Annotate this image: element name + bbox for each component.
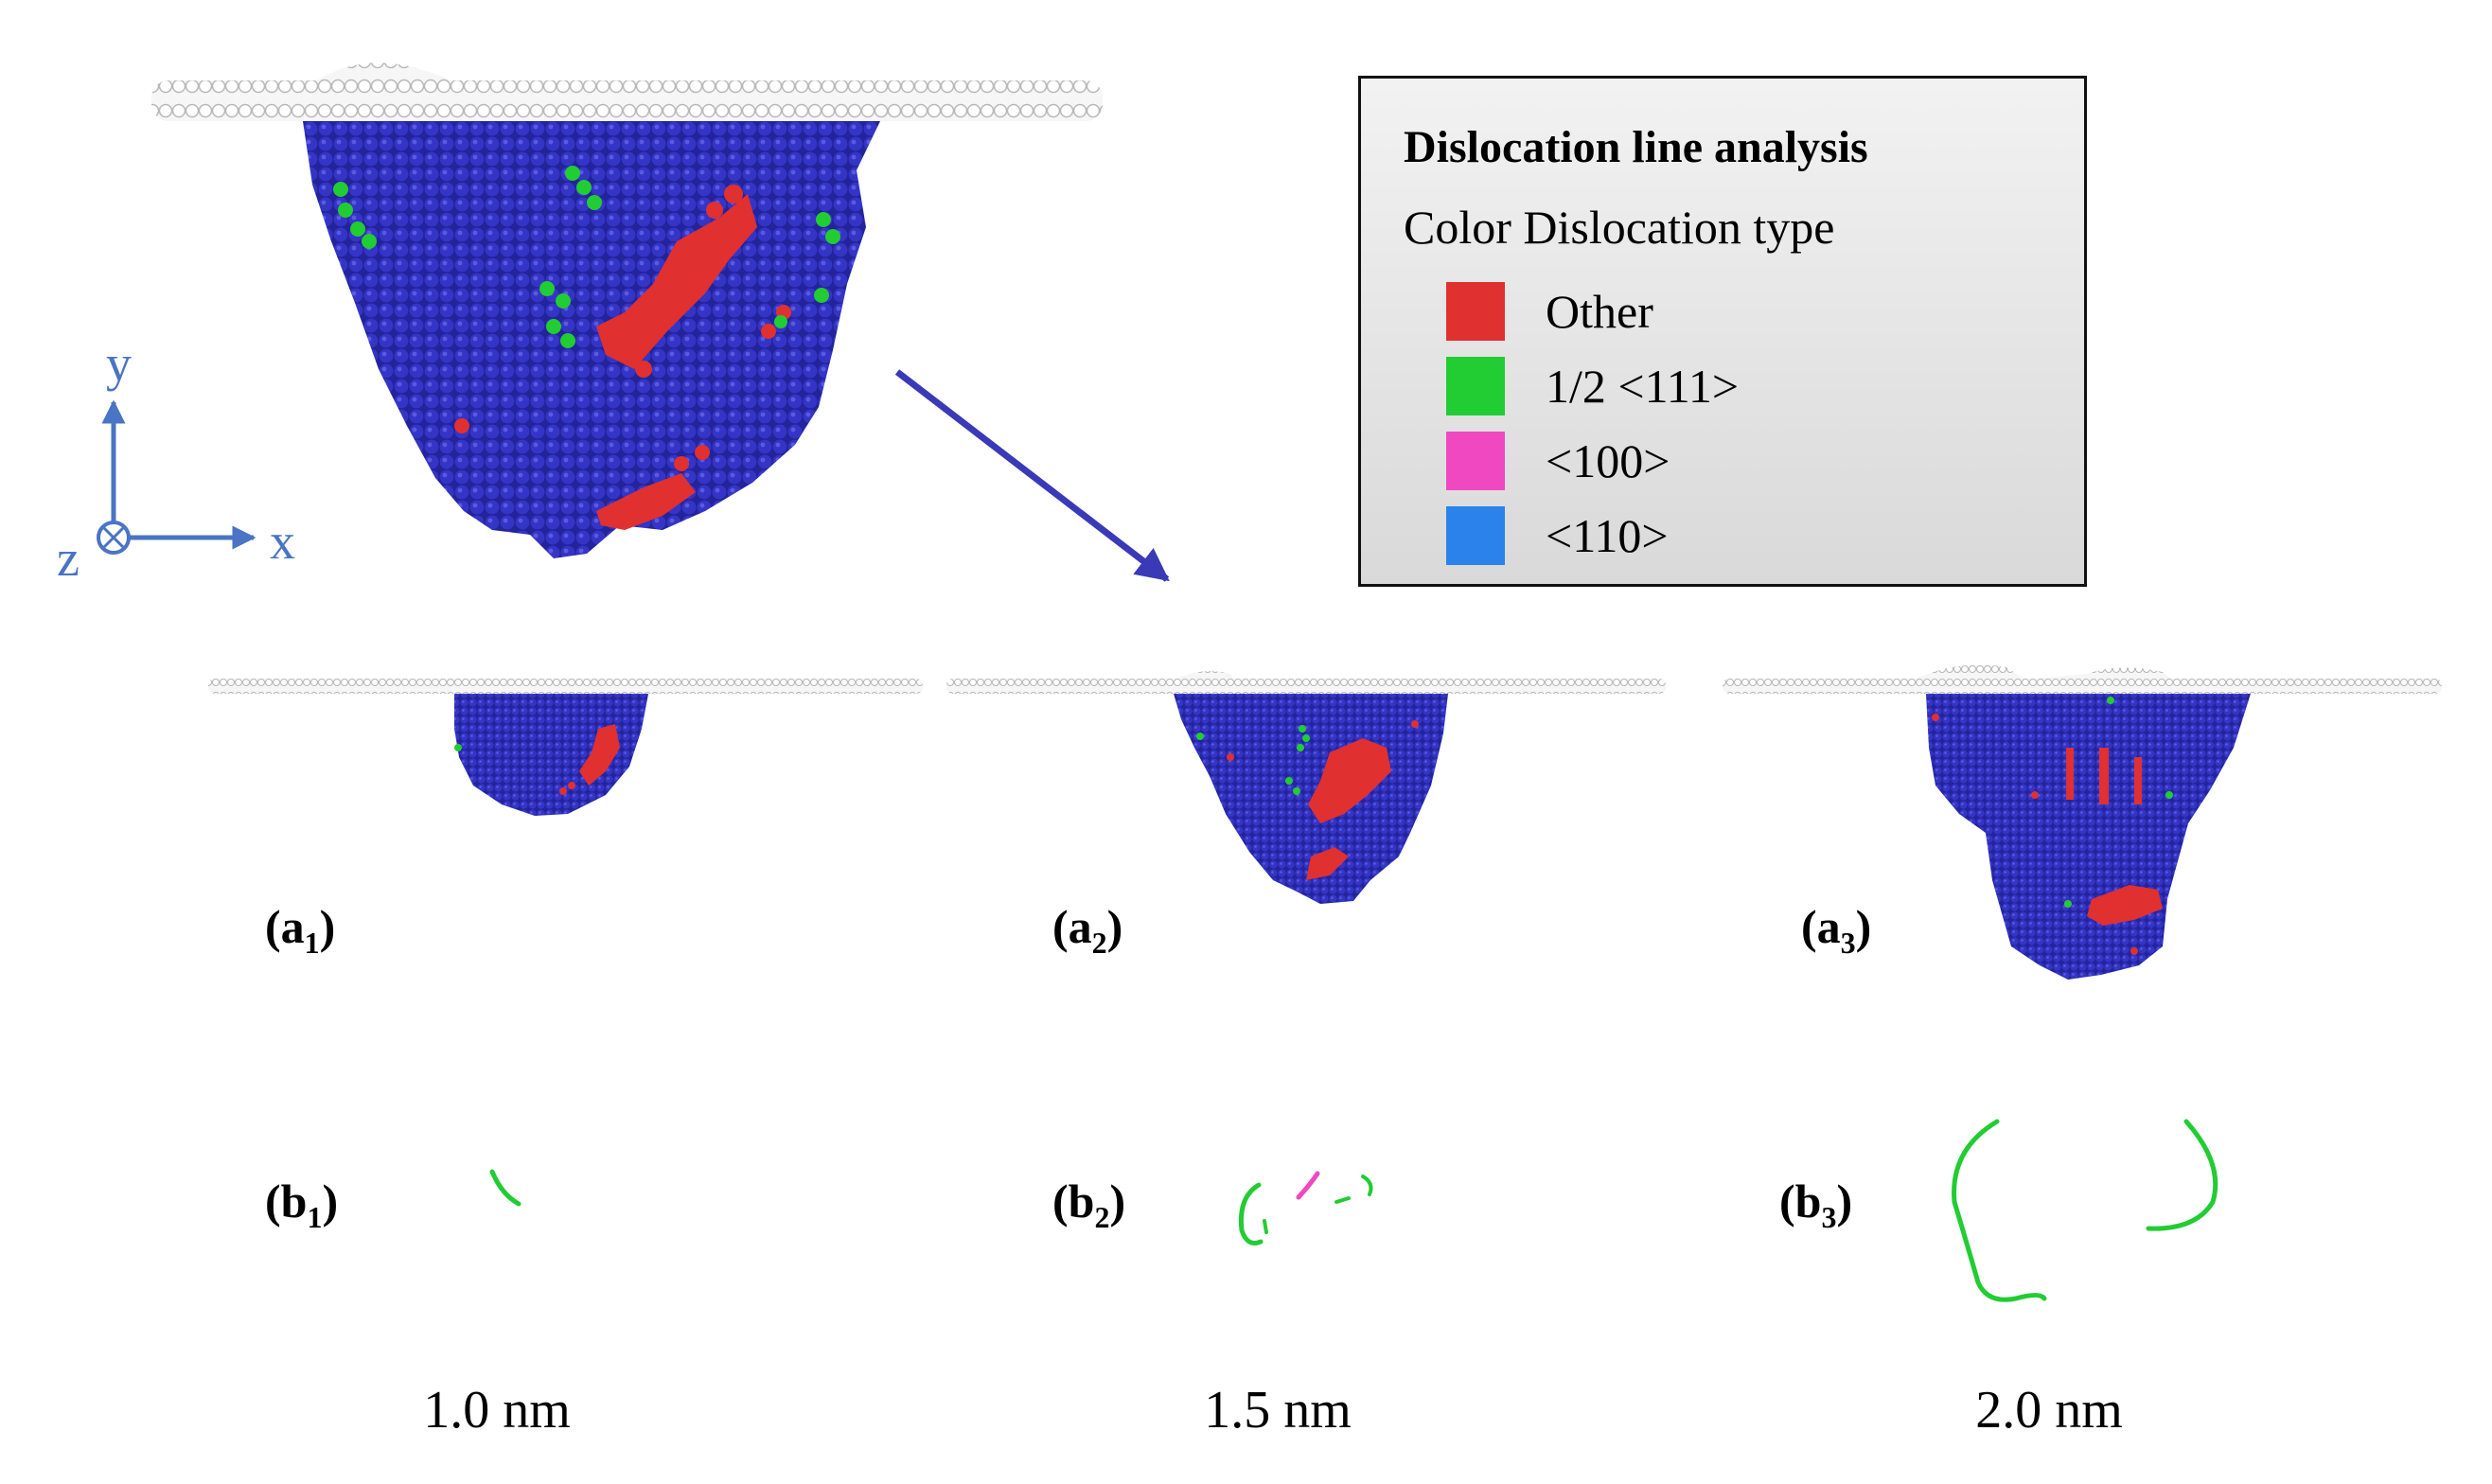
main-surface-pileup bbox=[312, 62, 454, 83]
main-surface-atom-row bbox=[151, 80, 1103, 121]
surface-atom-row-a2 bbox=[946, 679, 1666, 694]
snapshot-a2 bbox=[946, 671, 1666, 904]
legend-item-other: Other bbox=[1446, 282, 2052, 341]
snapshot-a3 bbox=[1723, 664, 2442, 980]
legend-label-100: <100> bbox=[1546, 434, 1670, 487]
surface-atom-row-a3 bbox=[1723, 679, 2442, 694]
dislocations-b3 bbox=[1952, 1119, 2218, 1302]
panel-label-b1-sub: 1 bbox=[307, 1200, 323, 1234]
dislocation-half111-b3-1 bbox=[1952, 1119, 2047, 1302]
surface-atom-row-a1 bbox=[208, 679, 923, 694]
legend-box: Dislocation line analysis Color Dislocat… bbox=[1358, 76, 2087, 587]
panel-label-b2-sub: 2 bbox=[1094, 1200, 1110, 1234]
panel-label-a3-base: (a bbox=[1801, 900, 1841, 953]
green-atom-a1 bbox=[454, 744, 462, 751]
legend-item-100: <100> bbox=[1446, 432, 2052, 490]
plastic-zone-a1 bbox=[454, 694, 648, 816]
surface-pileup-a2 bbox=[1174, 671, 1235, 681]
dislocation-half111-b2-3 bbox=[1334, 1196, 1351, 1204]
panel-label-a1: (a1) bbox=[265, 899, 335, 961]
legend-swatch-110 bbox=[1446, 506, 1505, 565]
green-atoms-a3 bbox=[2064, 697, 2173, 908]
panel-label-b1: (b1) bbox=[265, 1174, 338, 1235]
dislocation-half111-b1 bbox=[489, 1169, 521, 1207]
panel-label-a1-base: (a bbox=[265, 900, 305, 953]
main-other-atoms bbox=[454, 185, 791, 530]
size-label-1: 1.0 nm bbox=[423, 1381, 571, 1440]
other-atoms-a2 bbox=[1227, 720, 1419, 880]
legend-swatch-half111 bbox=[1446, 357, 1505, 415]
panel-label-b3-base: (b bbox=[1779, 1175, 1822, 1228]
panel-label-b3-close: ) bbox=[1836, 1175, 1853, 1228]
dislocation-100-b2 bbox=[1296, 1171, 1320, 1200]
zoom-arrow bbox=[894, 369, 1170, 582]
legend-title: Dislocation line analysis bbox=[1404, 122, 1868, 172]
panel-label-a3: (a3) bbox=[1801, 899, 1871, 961]
panel-label-b1-close: ) bbox=[322, 1175, 339, 1228]
panel-label-a1-close: ) bbox=[319, 900, 336, 953]
legend-item-half111: 1/2 <111> bbox=[1446, 357, 2052, 415]
panel-label-a2-base: (a bbox=[1052, 900, 1092, 953]
dislocation-half111-b2-1 bbox=[1238, 1182, 1264, 1246]
snapshot-a1 bbox=[208, 679, 923, 816]
legend-header: Color Dislocation type bbox=[1404, 201, 1835, 254]
legend-swatch-other bbox=[1446, 282, 1505, 341]
panel-label-a1-sub: 1 bbox=[304, 926, 320, 960]
main-plastic-zone bbox=[303, 121, 880, 558]
main-half111-atoms bbox=[333, 166, 840, 348]
plastic-zone-a3 bbox=[1926, 694, 2251, 980]
panel-label-a2-close: ) bbox=[1106, 900, 1123, 953]
size-label-2: 1.5 nm bbox=[1204, 1381, 1352, 1440]
other-atoms-a3 bbox=[1932, 714, 2163, 955]
green-atoms-a2 bbox=[1196, 725, 1310, 795]
y-axis-label: y bbox=[106, 335, 132, 392]
surface-pileup-a3 bbox=[1902, 664, 2177, 686]
panel-label-b2-base: (b bbox=[1052, 1175, 1095, 1228]
panel-label-b3: (b3) bbox=[1779, 1174, 1852, 1235]
dislocation-half111-b3-2 bbox=[2146, 1119, 2218, 1231]
panel-label-a3-sub: 3 bbox=[1840, 926, 1856, 960]
panel-label-a2-sub: 2 bbox=[1091, 926, 1107, 960]
main-snapshot bbox=[151, 62, 1103, 558]
dislocation-half111-b2-2 bbox=[1263, 1219, 1268, 1234]
coordinate-axes: y x z bbox=[57, 335, 295, 587]
z-axis-cross-2 bbox=[102, 526, 125, 549]
legend-label-half111: 1/2 <111> bbox=[1546, 360, 1740, 413]
dislocation-half111-b2-4 bbox=[1361, 1175, 1373, 1196]
legend-label-110: <110> bbox=[1546, 509, 1669, 562]
panel-label-a3-close: ) bbox=[1855, 900, 1872, 953]
x-axis-label: x bbox=[270, 513, 295, 570]
panel-label-b1-base: (b bbox=[265, 1175, 308, 1228]
legend-label-other: Other bbox=[1546, 285, 1653, 338]
dislocations-b1 bbox=[489, 1169, 521, 1207]
panel-label-b2-close: ) bbox=[1109, 1175, 1126, 1228]
panel-label-a2: (a2) bbox=[1052, 899, 1122, 961]
other-atoms-a1 bbox=[559, 724, 620, 795]
dislocations-b2 bbox=[1238, 1171, 1373, 1246]
legend-swatch-100 bbox=[1446, 432, 1505, 490]
panel-label-b3-sub: 3 bbox=[1821, 1200, 1837, 1234]
panel-label-b2: (b2) bbox=[1052, 1174, 1125, 1235]
size-label-3: 2.0 nm bbox=[1975, 1381, 2123, 1440]
z-axis-label: z bbox=[57, 530, 80, 587]
legend-item-110: <110> bbox=[1446, 506, 2052, 565]
